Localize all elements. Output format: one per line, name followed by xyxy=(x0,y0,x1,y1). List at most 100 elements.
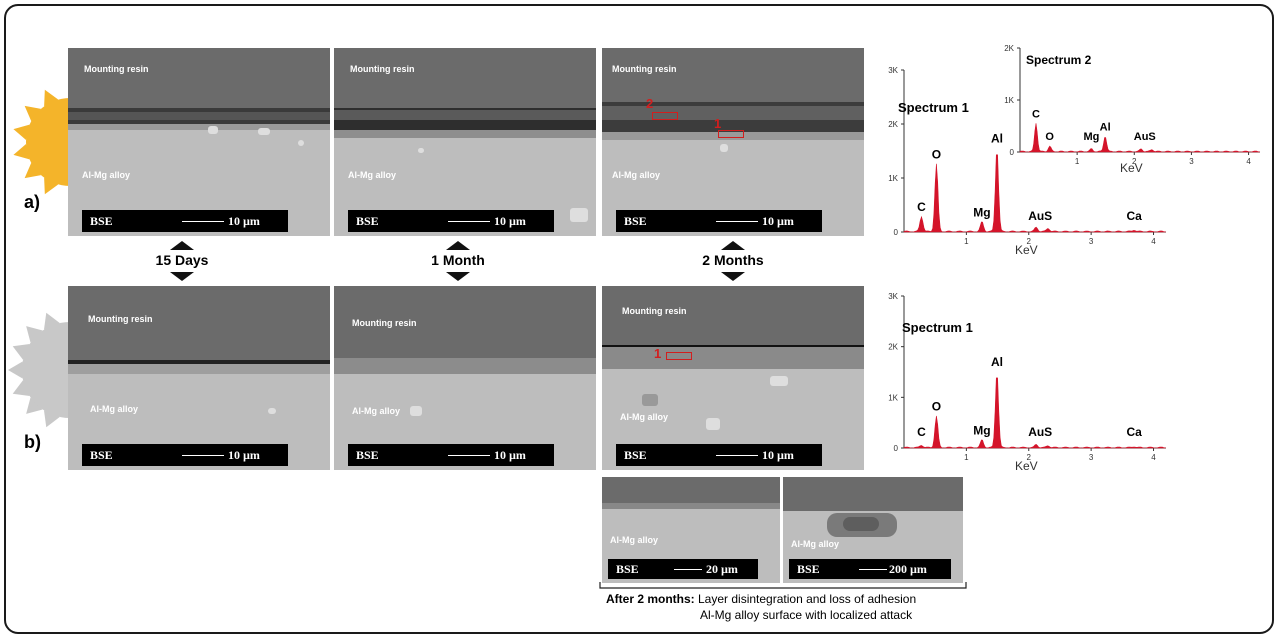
spectrum-title: Spectrum 1 xyxy=(898,100,969,115)
time-label: 15 Days xyxy=(155,252,209,268)
arrow-down-icon xyxy=(721,272,745,281)
scale-label: 10 µm xyxy=(762,214,794,228)
y-tick-label: 1K xyxy=(1004,96,1014,105)
marker-label-2: 2 xyxy=(646,96,654,111)
scale-label: 10 µm xyxy=(494,448,526,462)
sun-ray xyxy=(8,361,23,379)
y-tick-label: 3K xyxy=(888,66,898,75)
alloy-label: Al-Mg alloy xyxy=(82,170,131,180)
sem-panel-b-2months: Mounting resin Al-Mg alloy 1 BSE 10 µm xyxy=(602,286,864,470)
row-label-a: a) xyxy=(24,192,41,212)
alloy-label: Al-Mg alloy xyxy=(610,535,659,545)
sem-panel-a-2months: Mounting resin Al-Mg alloy 2 1 BSE 10 µm xyxy=(602,48,864,236)
x-tick-label: 2 xyxy=(1027,453,1032,462)
sun-ray xyxy=(13,143,30,160)
marker-label-1: 1 xyxy=(714,116,722,131)
x-tick-label: 3 xyxy=(1089,453,1094,462)
y-tick-label: 2K xyxy=(888,343,898,352)
peak-label: S xyxy=(1044,209,1052,223)
peak-label: C xyxy=(917,200,926,214)
x-tick-label: 4 xyxy=(1246,157,1251,166)
caption-prefix: After 2 months: xyxy=(606,592,695,606)
caption-text-1: Layer disintegration and loss of adhesio… xyxy=(694,592,917,606)
arrow-up-icon xyxy=(446,241,470,250)
sun-ray xyxy=(43,312,60,330)
resin-label: Mounting resin xyxy=(352,318,417,328)
caption-line-1: After 2 months: Layer disintegration and… xyxy=(606,592,916,606)
spectrum-title: Spectrum 2 xyxy=(1026,53,1092,67)
spectrum-trace xyxy=(903,154,1167,233)
scale-label: 10 µm xyxy=(228,448,260,462)
y-tick-label: 0 xyxy=(894,228,899,237)
peak-label: Mg xyxy=(1083,131,1099,143)
x-tick-label: 1 xyxy=(964,453,969,462)
sem-panel-a-1month: Mounting resin Al-Mg alloy BSE 10 µm xyxy=(334,48,596,236)
marker-label-1: 1 xyxy=(654,346,662,361)
sun-ray xyxy=(13,124,30,141)
bse-label: BSE xyxy=(90,214,113,228)
bse-label: BSE xyxy=(624,214,647,228)
scale-bar: BSE 10 µm xyxy=(348,444,554,466)
sem-panel-after-20um: Al-Mg alloy BSE 20 µm xyxy=(602,477,780,583)
scale-bar: BSE 10 µm xyxy=(348,210,554,232)
peak-label: Mg xyxy=(973,423,990,437)
peak-label: Ca xyxy=(1127,425,1143,439)
bse-label: BSE xyxy=(90,448,113,462)
sun-disc xyxy=(22,322,70,418)
scale-bar: BSE 10 µm xyxy=(82,444,288,466)
resin-label: Mounting resin xyxy=(622,306,687,316)
sun-icon xyxy=(13,84,70,200)
sem-panel-after-200um: Al-Mg alloy BSE 200 µm xyxy=(783,477,963,583)
y-tick-label: 3K xyxy=(888,292,898,301)
bse-label: BSE xyxy=(356,448,379,462)
sun-ray xyxy=(44,177,59,195)
bse-label: BSE xyxy=(624,448,647,462)
x-axis-label: KeV xyxy=(1015,459,1038,472)
y-tick-label: 1K xyxy=(888,393,898,402)
alloy-label: Al-Mg alloy xyxy=(791,539,840,549)
dim-sun-icon xyxy=(8,308,70,432)
alloy-label: Al-Mg alloy xyxy=(620,412,669,422)
scale-label: 10 µm xyxy=(762,448,794,462)
scale-bar: BSE 20 µm xyxy=(608,559,758,579)
sun-disc xyxy=(26,98,70,186)
scale-bar: BSE 200 µm xyxy=(789,559,951,579)
time-label: 1 Month xyxy=(431,252,485,268)
resin-label: Mounting resin xyxy=(88,314,153,324)
bracket xyxy=(599,582,967,589)
peak-label: O xyxy=(932,148,941,162)
sun-ray xyxy=(24,105,42,122)
sun-ray xyxy=(12,343,30,360)
y-tick-label: 2K xyxy=(888,120,898,129)
arrow-up-icon xyxy=(721,241,745,250)
scale-bar: BSE 10 µm xyxy=(616,444,822,466)
bse-label: BSE xyxy=(797,562,820,576)
resin-label: Mounting resin xyxy=(350,64,415,74)
peak-label: Mg xyxy=(973,205,990,219)
resin-label: Mounting resin xyxy=(84,64,149,74)
sun-ray xyxy=(26,397,43,414)
sem-panel-a-15days: Mounting resin Al-Mg alloy BSE 10 µm xyxy=(68,48,330,236)
time-label: 2 Months xyxy=(702,252,764,268)
x-tick-label: 1 xyxy=(964,237,969,246)
spectrum-chart-b: 3K 2K 1K 0 1 2 3 4 KeV Spectrum 1 CO Mg Al Au S Ca xyxy=(888,292,1167,472)
x-axis-label: KeV xyxy=(1120,161,1143,175)
alloy-label: Al-Mg alloy xyxy=(352,406,401,416)
peak-label: S xyxy=(1148,131,1155,143)
x-tick-label: 3 xyxy=(1189,157,1194,166)
y-tick-label: 0 xyxy=(894,444,899,453)
peak-label: Au xyxy=(1134,131,1149,143)
sem-panel-b-1month: Mounting resin Al-Mg alloy BSE 10 µm xyxy=(334,286,596,470)
arrow-up-icon xyxy=(170,241,194,250)
x-tick-label: 4 xyxy=(1151,237,1156,246)
peak-label: Al xyxy=(991,131,1003,145)
sem-panel-b-15days: Mounting resin Al-Mg alloy BSE 10 µm xyxy=(68,286,330,470)
peak-label: Al xyxy=(991,355,1003,369)
scale-bar: BSE 10 µm xyxy=(82,210,288,232)
x-tick-label: 2 xyxy=(1027,237,1032,246)
alloy-label: Al-Mg alloy xyxy=(90,404,139,414)
alloy-label: Al-Mg alloy xyxy=(612,170,661,180)
peak-label: O xyxy=(932,400,941,414)
scale-bar: BSE 10 µm xyxy=(616,210,822,232)
